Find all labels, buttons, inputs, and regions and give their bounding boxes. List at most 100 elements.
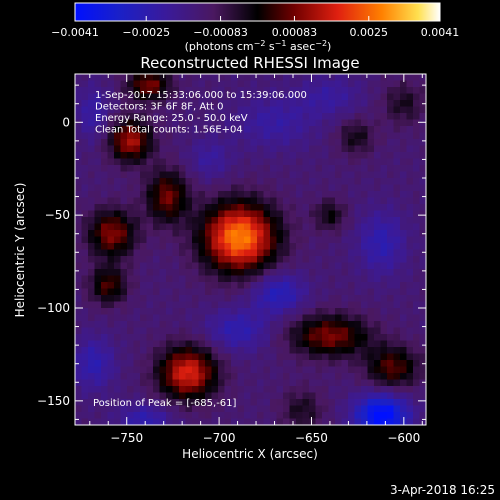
heatmap-cell xyxy=(250,282,258,289)
heatmap-cell xyxy=(354,249,362,257)
heatmap-cell xyxy=(257,282,264,289)
heatmap-cell xyxy=(283,100,290,107)
heatmap-cell xyxy=(289,217,297,224)
heatmap-cell xyxy=(81,210,89,218)
heatmap-cell xyxy=(335,399,342,406)
heatmap-cell xyxy=(296,314,303,322)
heatmap-cell xyxy=(283,210,290,218)
heatmap-cell xyxy=(263,80,271,88)
heatmap-cell xyxy=(406,126,414,133)
heatmap-cell xyxy=(348,314,355,322)
heatmap-cell xyxy=(185,347,193,354)
heatmap-cell xyxy=(361,236,368,244)
heatmap-cell xyxy=(218,139,225,146)
heatmap-cell xyxy=(309,314,316,322)
heatmap-cell xyxy=(133,184,141,192)
heatmap-cell xyxy=(309,87,316,94)
heatmap-cell xyxy=(211,347,219,354)
heatmap-cell xyxy=(185,275,193,283)
heatmap-cell xyxy=(114,126,121,133)
y-axis-label: Heliocentric Y (arcsec) xyxy=(13,183,27,318)
heatmap-cell xyxy=(250,288,258,296)
heatmap-cell xyxy=(387,347,394,354)
heatmap-cell xyxy=(250,366,258,374)
heatmap-cell xyxy=(75,126,82,133)
heatmap-cell xyxy=(88,87,95,94)
heatmap-cell xyxy=(159,217,167,224)
heatmap-cell xyxy=(361,256,368,263)
heatmap-cell xyxy=(159,191,167,198)
heatmap-cell xyxy=(218,126,225,133)
heatmap-cell xyxy=(309,366,316,374)
heatmap-cell xyxy=(309,321,316,328)
heatmap-cell xyxy=(146,412,154,419)
heatmap-cell xyxy=(114,256,121,263)
heatmap-cell xyxy=(315,132,323,140)
heatmap-cell xyxy=(309,282,316,289)
heatmap-cell xyxy=(75,165,82,172)
heatmap-cell xyxy=(354,308,362,315)
heatmap-cell xyxy=(120,204,128,211)
heatmap-cell xyxy=(328,340,336,348)
heatmap-cell xyxy=(309,210,316,218)
heatmap-cell xyxy=(328,126,336,133)
units-text: s xyxy=(265,40,274,53)
heatmap-cell xyxy=(361,366,368,374)
heatmap-cell xyxy=(341,152,349,159)
heatmap-cell xyxy=(322,165,329,172)
heatmap-cell xyxy=(133,93,141,101)
heatmap-cell xyxy=(231,340,238,348)
heatmap-cell xyxy=(309,139,316,146)
heatmap-cell xyxy=(406,405,414,413)
heatmap-cell xyxy=(185,399,193,406)
heatmap-cell xyxy=(172,132,180,140)
heatmap-cell xyxy=(250,80,258,88)
heatmap-cell xyxy=(289,126,297,133)
heatmap-cell xyxy=(257,256,264,263)
heatmap-cell xyxy=(211,158,219,166)
heatmap-cell xyxy=(159,314,167,322)
heatmap-cell xyxy=(374,139,381,146)
heatmap-cell xyxy=(322,243,329,250)
heatmap-cell xyxy=(289,243,297,250)
heatmap-cell xyxy=(107,275,115,283)
heatmap-cell xyxy=(179,249,186,257)
heatmap-cell xyxy=(322,308,329,315)
heatmap-cell xyxy=(205,191,212,198)
heatmap-cell xyxy=(133,152,141,159)
heatmap-cell xyxy=(146,405,154,413)
heatmap-cell xyxy=(218,405,225,413)
heatmap-cell xyxy=(185,334,193,341)
heatmap-cell xyxy=(400,184,407,192)
heatmap-cell xyxy=(114,236,121,244)
heatmap-cell xyxy=(107,347,115,354)
heatmap-cell xyxy=(159,165,167,172)
heatmap-cell xyxy=(348,171,355,179)
heatmap-cell xyxy=(198,230,206,237)
heatmap-cell xyxy=(309,223,316,231)
heatmap-cell xyxy=(309,113,316,120)
annotation-line: Clean Total counts: 1.56E+04 xyxy=(95,125,243,136)
heatmap-cell xyxy=(328,165,336,172)
heatmap-cell xyxy=(341,308,349,315)
heatmap-cell xyxy=(101,379,108,387)
heatmap-cell xyxy=(146,347,154,354)
heatmap-cell xyxy=(75,197,82,205)
heatmap-cell xyxy=(335,74,342,81)
heatmap-cell xyxy=(413,230,420,237)
heatmap-cell xyxy=(153,178,160,185)
heatmap-cell xyxy=(244,217,251,224)
heatmap-cell xyxy=(263,353,271,361)
heatmap-cell xyxy=(94,197,102,205)
heatmap-cell xyxy=(172,106,180,114)
heatmap-cell xyxy=(302,223,310,231)
heatmap-cell xyxy=(140,282,147,289)
heatmap-cell xyxy=(296,223,303,231)
heatmap-cell xyxy=(276,171,284,179)
heatmap-cell xyxy=(393,295,401,302)
heatmap-cell xyxy=(192,353,199,361)
heatmap-cell xyxy=(133,158,141,166)
heatmap-cell xyxy=(205,119,212,127)
heatmap-cell xyxy=(153,223,160,231)
heatmap-cell xyxy=(270,100,277,107)
